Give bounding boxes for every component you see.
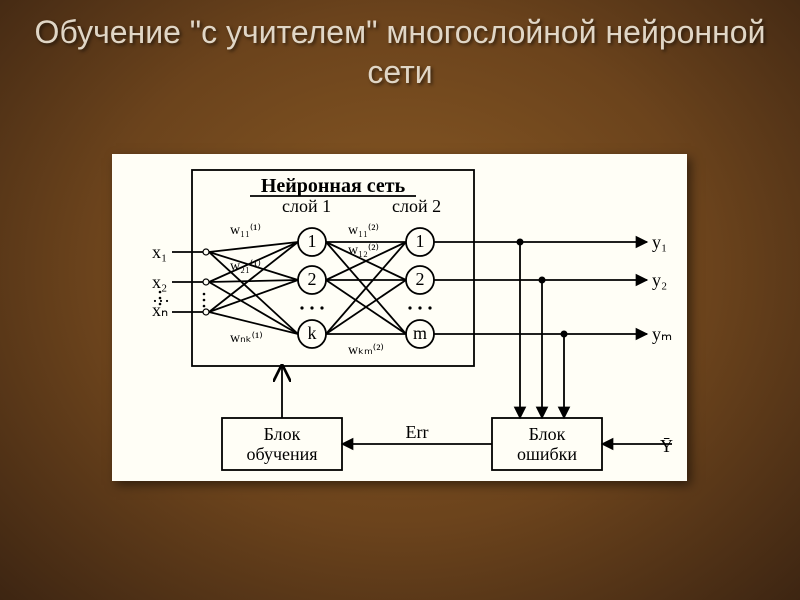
- svg-text:yₘ: yₘ: [652, 324, 672, 344]
- svg-text:обучения: обучения: [246, 444, 317, 464]
- svg-text:w₁₁⁽²⁾: w₁₁⁽²⁾: [348, 223, 379, 238]
- svg-text:1: 1: [308, 231, 317, 251]
- svg-text:x₁: x₁: [152, 242, 167, 262]
- svg-text:Блок: Блок: [529, 424, 566, 444]
- svg-text:2: 2: [416, 269, 425, 289]
- svg-text:w₁₁⁽¹⁾: w₁₁⁽¹⁾: [230, 223, 261, 238]
- svg-text:k: k: [308, 323, 317, 343]
- svg-text:Блок: Блок: [264, 424, 301, 444]
- slide: Обучение "с учителем" многослойной нейро…: [0, 0, 800, 600]
- svg-text:xₙ: xₙ: [152, 300, 168, 320]
- svg-text:m: m: [413, 323, 427, 343]
- svg-text:y₂: y₂: [652, 270, 667, 290]
- svg-text:w₁₂⁽²⁾: w₁₂⁽²⁾: [348, 243, 379, 258]
- svg-text:wₖₘ⁽²⁾: wₖₘ⁽²⁾: [348, 343, 384, 358]
- svg-text:wₙₖ⁽¹⁾: wₙₖ⁽¹⁾: [230, 331, 263, 346]
- svg-text:слой 2: слой 2: [392, 196, 441, 216]
- diagram: Нейронная сетьслой 1слой 2x₁x₂…xₙ12k12mw…: [112, 154, 687, 481]
- svg-text:ошибки: ошибки: [517, 444, 577, 464]
- svg-text:слой 1: слой 1: [282, 196, 331, 216]
- svg-text:w₂₁⁽¹⁾: w₂₁⁽¹⁾: [230, 259, 261, 274]
- svg-text:Нейронная сеть: Нейронная сеть: [261, 175, 406, 197]
- svg-text:Err: Err: [406, 422, 429, 442]
- slide-title: Обучение "с учителем" многослойной нейро…: [0, 12, 800, 92]
- svg-text:1: 1: [416, 231, 425, 251]
- svg-text:2: 2: [308, 269, 317, 289]
- svg-text:y₁: y₁: [652, 232, 667, 252]
- svg-text:Ȳ: Ȳ: [660, 436, 673, 456]
